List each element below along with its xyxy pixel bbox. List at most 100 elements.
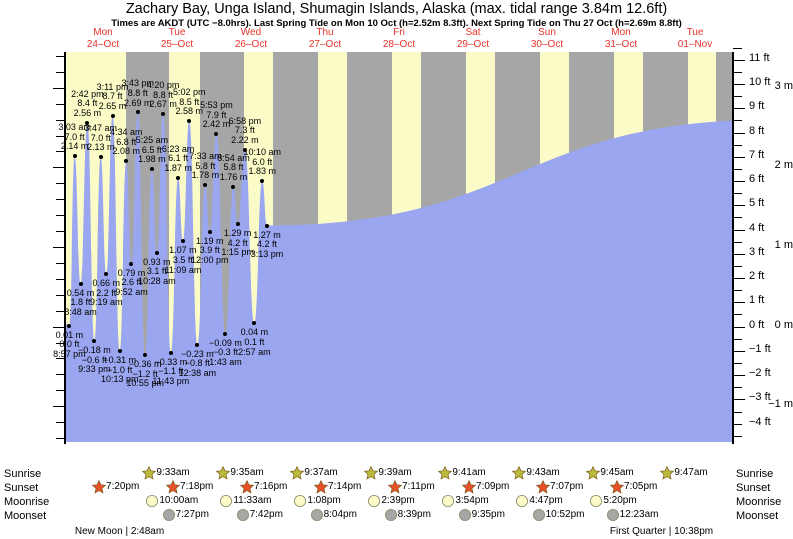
right-axis-major-tick [733, 254, 745, 255]
tide-extreme-label-16: −0.33 m −1.1 ft 11:43 pm [136, 357, 206, 387]
day-header-dow: Sun [538, 27, 556, 38]
sun-star-rise-icon [142, 466, 157, 480]
tide-extreme-label-17: 6:23 am 6.1 ft 1.87 m [143, 144, 213, 174]
tide-extreme-m: −0.23 m [181, 348, 214, 359]
left-axis-minor-tick [56, 199, 65, 200]
right-axis-minor-tick [733, 266, 742, 267]
moon-phase-note-0: New Moon | 2:48am [74, 526, 165, 537]
left-axis-minor-tick [56, 104, 65, 105]
tide-extreme-dot [187, 119, 192, 124]
tide-extreme-dot [161, 112, 166, 117]
right-axis-minor-tick [733, 290, 742, 291]
almanac-sunset-time: 7:18pm [180, 481, 214, 492]
moon-circle-rise-icon [515, 494, 529, 508]
almanac-moonset-time: 8:39pm [397, 509, 431, 520]
sun-star-rise-icon [290, 466, 305, 480]
tide-extreme-label-20: −0.23 m −0.8 ft 12:38 am [162, 348, 232, 379]
moon-circle-set-icon [310, 508, 324, 522]
tide-extreme-label-15: 4:20 pm 8.8 ft 2.67 m [128, 80, 198, 110]
tide-extreme-m: −0.31 m [103, 355, 137, 366]
moon-circle-rise-icon [145, 494, 159, 508]
right-axis-major-tick [733, 205, 745, 206]
moon-circle-set-icon [606, 508, 620, 522]
sun-star-rise-icon [660, 466, 675, 480]
day-header-8: Tue 01–Nov [638, 27, 752, 50]
sun-star-set-icon [536, 480, 551, 494]
moon-circle-rise-icon [293, 494, 307, 508]
tide-extreme-time: 2:42 pm [71, 88, 104, 99]
tide-extreme-ft: 4.2 ft [257, 239, 278, 250]
tide-extreme-label-4: −0.18 m −0.6 ft 9:33 pm [59, 345, 129, 375]
left-axis-minor-tick [56, 215, 65, 216]
left-axis-major-tick [53, 167, 65, 168]
tide-extreme-label-26: 1.29 m 4.2 ft 1:15 pm [203, 228, 273, 258]
tide-extreme-time: 12:38 am [178, 368, 217, 379]
tide-extreme-label-25: 8:54 am 5.8 ft 1.76 m [198, 152, 268, 183]
tide-extreme-m: 2.67 m [149, 99, 177, 110]
right-axis-label: 7 ft [749, 148, 765, 161]
almanac-moonrise-time: 1:08pm [307, 495, 341, 506]
moon-circle-set-icon [532, 508, 546, 522]
tide-extreme-time: 3:43 pm [121, 78, 155, 89]
right-axis-major-tick [733, 375, 745, 376]
almanac-moonset-time: 8:04pm [323, 509, 357, 520]
sun-star-rise-icon [216, 466, 231, 480]
tide-extreme-time: 7:33 am [189, 150, 222, 161]
tide-extreme-time: 5:02 pm [172, 87, 206, 98]
tide-extreme-dot [135, 110, 140, 115]
tide-curve [66, 112, 732, 442]
tide-extreme-ft: 7.9 ft [206, 109, 227, 120]
tide-extreme-dot [207, 229, 212, 234]
tide-extreme-m: 2.69 m [124, 97, 152, 108]
tide-extreme-dot [180, 239, 185, 244]
almanac-row-label-right-sunrise: Sunrise [736, 468, 774, 480]
tide-extreme-dot [176, 175, 181, 180]
tide-extreme-m: 2.14 m [60, 141, 89, 152]
right-axis-major-tick [733, 302, 745, 303]
moon-circle-rise-icon [441, 494, 455, 508]
right-axis-major-tick [733, 108, 745, 109]
day-header-dow: Mon [93, 27, 113, 38]
tide-extreme-dot [78, 281, 83, 286]
right-axis-minor-tick [733, 242, 742, 243]
right-axis-minor-tick [733, 72, 742, 73]
tide-extreme-time: 8:54 am [217, 152, 250, 163]
tide-extreme-label-13: 5:25 am 6.5 ft 1.98 m [117, 135, 187, 165]
almanac-sunrise-time: 9:45am [600, 467, 634, 478]
right-axis-major-tick [733, 157, 745, 158]
almanac-moonrise-time: 2:39pm [381, 495, 415, 506]
almanac-sunrise-time: 9:43am [526, 467, 560, 478]
right-axis-major-tick [733, 181, 745, 182]
left-axis-label: 3 m [774, 79, 793, 92]
day-header-7: Mon 31–Oct [564, 27, 678, 50]
tide-extreme-m: 2.13 m [86, 142, 115, 153]
tide-extreme-dot [117, 349, 122, 354]
tide-extreme-ft: 6.1 ft [168, 153, 189, 164]
right-axis-minor-tick [733, 436, 742, 437]
tide-extreme-ft: −1.0 ft [107, 364, 133, 375]
sun-star-set-icon [92, 480, 107, 494]
almanac-sunrise-time: 9:37am [304, 467, 338, 478]
tide-extreme-label-29: 10:10 am 6.0 ft 1.83 m [227, 147, 297, 177]
left-axis-minor-tick [56, 72, 65, 73]
tide-extreme-dot [110, 113, 115, 118]
right-axis-label: 11 ft [749, 51, 770, 64]
tide-extreme-dot [154, 250, 159, 255]
almanac-moonrise-time: 5:20pm [603, 495, 637, 506]
tide-extreme-ft: 5.8 ft [195, 160, 216, 171]
sun-star-rise-icon [586, 466, 601, 480]
tide-extreme-dot [214, 131, 219, 136]
tide-extreme-label-30: 1.27 m 4.2 ft 3:13 pm [232, 230, 302, 260]
day-header-date: 27–Oct [308, 38, 342, 50]
almanac-moonrise-time: 4:47pm [529, 495, 563, 506]
tide-extreme-dot [149, 167, 154, 171]
tide-extreme-m: 2.42 m [202, 119, 231, 130]
left-axis-label: 1 m [774, 239, 793, 251]
tide-extreme-ft: 0.1 ft [244, 337, 265, 347]
left-axis-major-tick [53, 327, 65, 328]
right-axis-label: −3 ft [749, 391, 771, 404]
tide-plot-area [66, 52, 732, 442]
tide-extreme-ft: 7.3 ft [234, 125, 255, 136]
day-header-dow: Mon [611, 27, 631, 38]
